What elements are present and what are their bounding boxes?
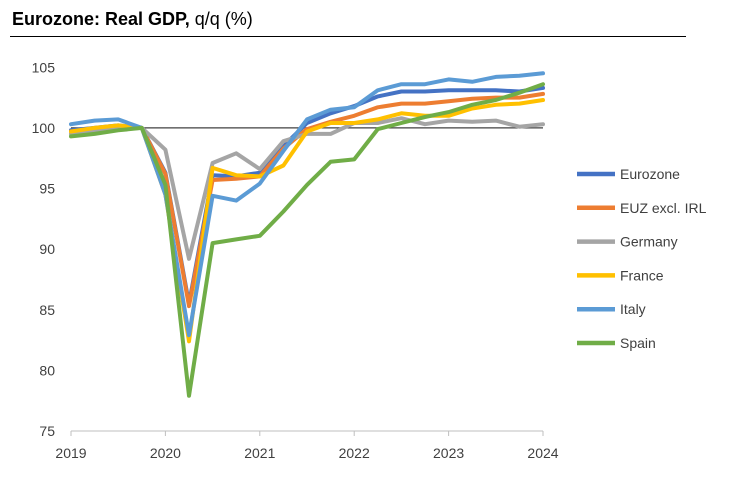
y-tick-label: 80 [39, 362, 55, 378]
legend-label-italy: Italy [620, 301, 646, 317]
x-tick-label: 2023 [433, 445, 464, 461]
x-tick-label: 2020 [150, 445, 181, 461]
y-tick-label: 105 [32, 59, 56, 75]
x-tick-label: 2019 [55, 445, 86, 461]
series-line-germany [69, 116, 545, 261]
series-lines-group [69, 71, 545, 398]
x-tick-label: 2024 [527, 445, 558, 461]
y-tick-label: 85 [39, 302, 55, 318]
legend-label-eurozone: Eurozone [620, 166, 680, 182]
y-tick-label: 100 [32, 120, 56, 136]
legend-label-euz-excl-irl: EUZ excl. IRL [620, 200, 707, 216]
legend-label-france: France [620, 267, 664, 283]
title-underline [10, 36, 686, 37]
title-subtitle: q/q (%) [194, 9, 253, 29]
title-main: Eurozone: Real GDP, [12, 9, 190, 29]
y-tick-label: 75 [39, 423, 55, 439]
y-tick-label: 90 [39, 241, 55, 257]
axes-group: 75 80 85 90 95 100 105 2019 2020 2021 2022 2023 2024 [32, 59, 559, 461]
series-line-italy [69, 71, 545, 338]
series-line-spain [69, 82, 545, 398]
series-line-france [69, 98, 545, 344]
legend-label-spain: Spain [620, 335, 656, 351]
x-tick-label: 2021 [244, 445, 275, 461]
y-tick-label: 95 [39, 181, 55, 197]
legend: Eurozone EUZ excl. IRL Germany France Italy S… [577, 166, 707, 351]
x-tick-label: 2022 [339, 445, 370, 461]
chart-title: Eurozone: Real GDP, q/q (%) [12, 9, 253, 30]
legend-label-germany: Germany [620, 234, 678, 250]
